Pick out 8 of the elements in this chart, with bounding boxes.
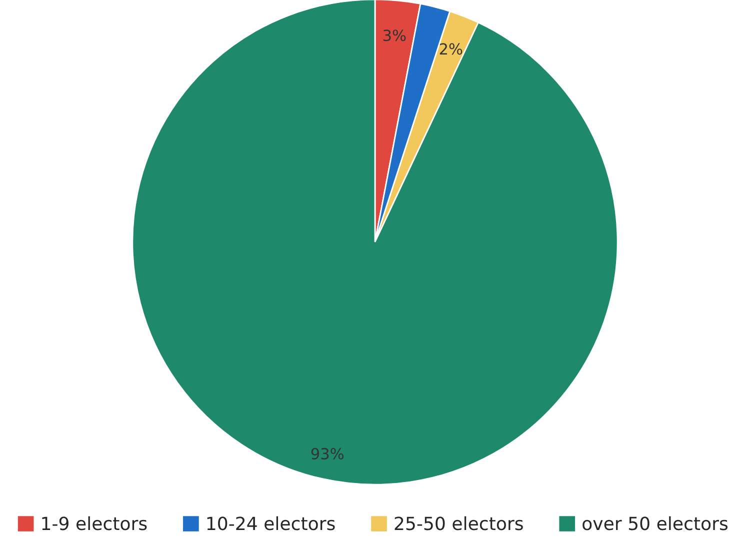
legend-label: 10-24 electors <box>207 516 335 530</box>
data-label: 2% <box>440 43 462 55</box>
legend-label: 1-9 electors <box>42 516 147 530</box>
data-label: 3% <box>383 30 406 42</box>
data-label: 93% <box>311 448 344 460</box>
pie-slice <box>132 0 618 486</box>
legend-label: over 50 electors <box>582 516 728 530</box>
legend-label: 25-50 electors <box>394 516 523 530</box>
